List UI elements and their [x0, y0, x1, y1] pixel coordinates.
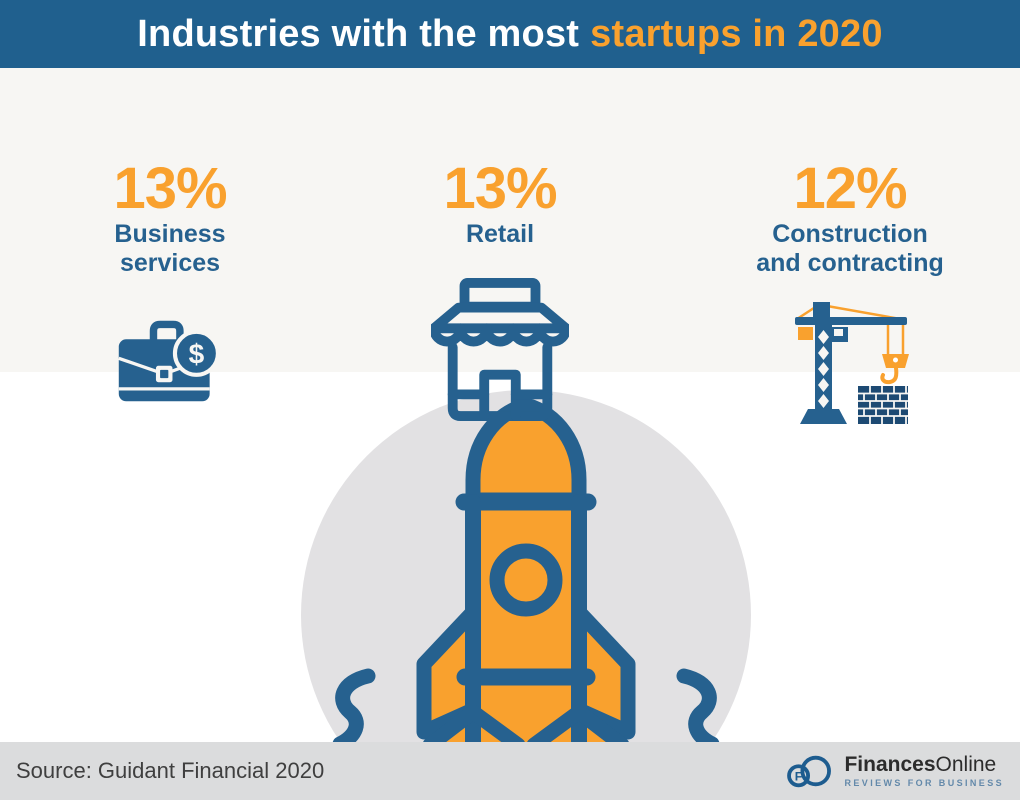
logo-tagline: REVIEWS FOR BUSINESS [844, 778, 1004, 788]
svg-text:$: $ [189, 338, 205, 369]
stat-value: 13% [113, 156, 227, 221]
page-title: Industries with the most startups in 2020 [137, 13, 882, 56]
construction-crane-icon [795, 302, 909, 424]
stat-value: 13% [443, 156, 557, 221]
footer: Source: Guidant Financial 2020 F Finance… [0, 742, 1020, 800]
page-title-main: Industries with the most [137, 12, 580, 55]
briefcase-dollar-icon: $ [118, 320, 220, 402]
logo-wordmark: FinancesOnline [844, 753, 997, 776]
financesonline-logo: F FinancesOnline REVIEWS FOR BUSINESS [785, 751, 1004, 791]
source-text: Source: Guidant Financial 2020 [16, 758, 325, 783]
storefront-icon [431, 278, 569, 421]
financesonline-cloud-icon: F [787, 755, 832, 788]
stat-value: 12% [793, 156, 907, 221]
stat-label: Construction and contracting [756, 220, 944, 277]
svg-text:F: F [795, 770, 803, 784]
smoke-right-icon [676, 668, 720, 742]
stat-business-services: 13% Business services $ [45, 160, 295, 412]
top-section: 13% Business services $ 13% Retail [0, 68, 1020, 424]
rocket-launch-illustration [332, 397, 720, 742]
stat-label: Business services [114, 220, 226, 277]
bottom-section: 9% Residential and commercial services [0, 372, 1020, 742]
stat-label: Retail [465, 220, 535, 248]
smoke-left-icon [332, 668, 376, 742]
financesonline-logo-text: FinancesOnline REVIEWS FOR BUSINESS [844, 753, 1004, 789]
header: Industries with the most startups in 2020 [0, 0, 1020, 68]
stat-construction-and-contracting: 12% Construction and contracting [725, 160, 975, 434]
page-title-accent: startups in 2020 [590, 12, 883, 55]
stat-retail: 13% Retail [380, 160, 620, 430]
